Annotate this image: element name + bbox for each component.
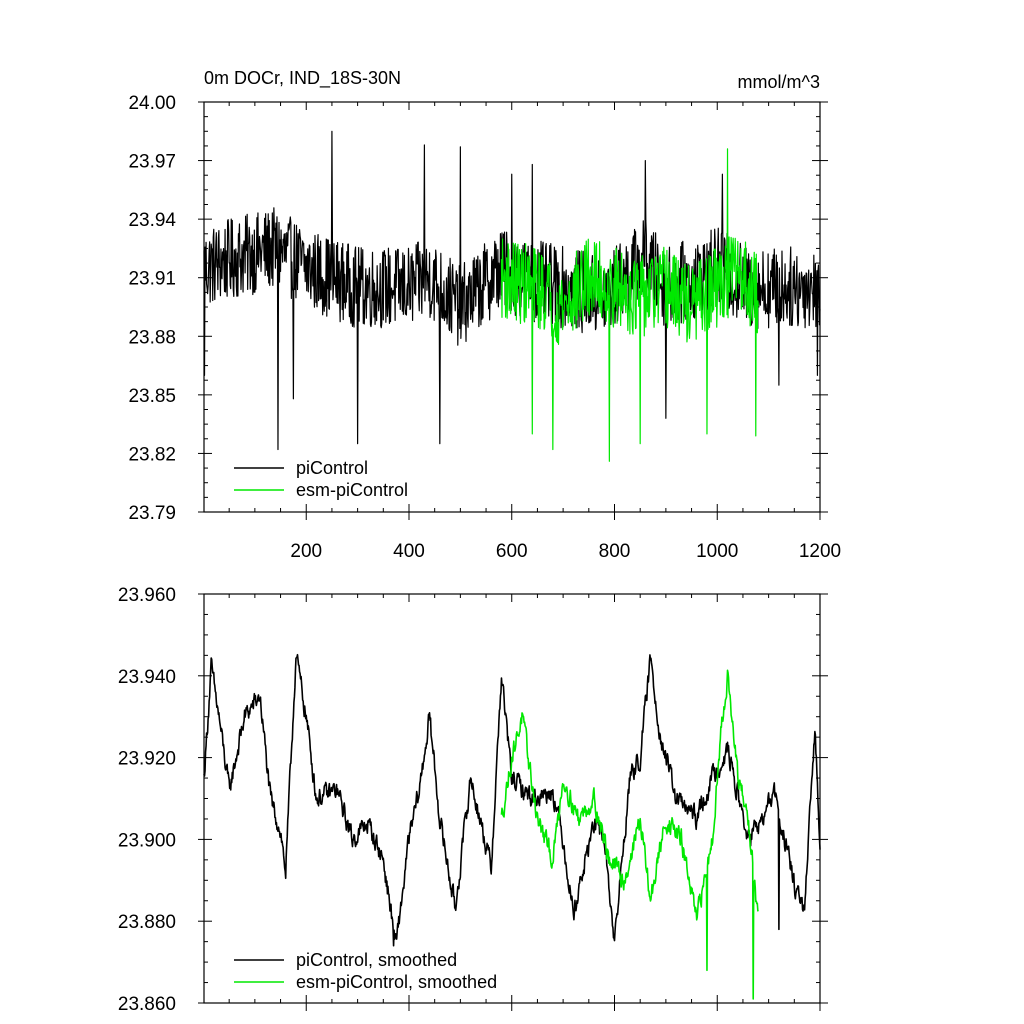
y-tick-label: 23.79 bbox=[128, 503, 176, 524]
y-tick-label: 23.900 bbox=[118, 830, 176, 851]
units-label: mmol/m^3 bbox=[738, 72, 820, 92]
y-tick-label: 23.97 bbox=[128, 152, 176, 173]
series-line-esm-picontrol bbox=[500, 148, 759, 462]
legend-label: piControl, smoothed bbox=[296, 950, 457, 970]
x-tick-label: 600 bbox=[496, 541, 528, 562]
bottom-panel: 23.860 23.880 23.900 23.920 23.940 23.960 piCo… bbox=[118, 585, 828, 1015]
y-tick-label: 23.88 bbox=[128, 327, 176, 348]
series-line-picontrol bbox=[203, 653, 821, 947]
x-tick-label: 1200 bbox=[799, 541, 841, 562]
y-tick-label: 23.85 bbox=[128, 386, 176, 407]
legend-label: esm-piControl bbox=[296, 480, 408, 500]
y-tick-label: 23.860 bbox=[118, 994, 176, 1015]
chart-title: 0m DOCr, IND_18S-30N bbox=[204, 68, 401, 89]
y-tick-label: 23.960 bbox=[118, 585, 176, 606]
plot-frame bbox=[203, 593, 821, 1004]
y-tick-label: 23.940 bbox=[118, 667, 176, 688]
series-line-esm-picontrol bbox=[500, 669, 759, 1000]
y-tick-label: 23.91 bbox=[128, 269, 176, 290]
top-panel: 0m DOCr, IND_18S-30N mmol/m^3 200 400 600 8… bbox=[128, 68, 841, 562]
x-tick-label: 200 bbox=[290, 541, 322, 562]
y-tick-label: 23.880 bbox=[118, 912, 176, 933]
x-tick-label: 1000 bbox=[696, 541, 738, 562]
y-tick-label: 23.82 bbox=[128, 444, 176, 465]
legend-label: piControl bbox=[296, 458, 368, 478]
x-tick-label: 800 bbox=[599, 541, 631, 562]
legend-label: esm-piControl, smoothed bbox=[296, 972, 497, 992]
y-tick-label: 24.00 bbox=[128, 93, 176, 114]
x-tick-label: 400 bbox=[393, 541, 425, 562]
y-tick-label: 23.920 bbox=[118, 749, 176, 770]
y-tick-label: 23.94 bbox=[128, 210, 176, 231]
